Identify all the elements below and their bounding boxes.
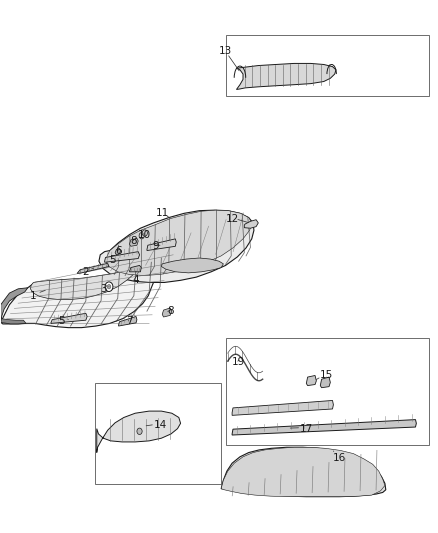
Polygon shape — [130, 265, 141, 272]
Text: 14: 14 — [153, 420, 167, 430]
Bar — [95, 383, 221, 484]
Text: 5: 5 — [109, 255, 115, 264]
Polygon shape — [99, 210, 254, 282]
Polygon shape — [162, 308, 172, 317]
Polygon shape — [130, 238, 138, 246]
Polygon shape — [221, 447, 386, 497]
Text: 17: 17 — [300, 424, 313, 434]
Polygon shape — [320, 377, 330, 387]
Circle shape — [139, 232, 145, 239]
Polygon shape — [244, 220, 258, 228]
Circle shape — [142, 230, 148, 236]
Text: 9: 9 — [152, 241, 159, 251]
Bar — [226, 338, 428, 445]
Text: 3: 3 — [100, 285, 106, 294]
Polygon shape — [161, 258, 223, 273]
Text: 15: 15 — [319, 370, 332, 381]
Polygon shape — [115, 248, 121, 255]
Text: 4: 4 — [133, 275, 139, 285]
Text: 16: 16 — [332, 453, 346, 463]
Polygon shape — [1, 255, 174, 328]
Text: 13: 13 — [219, 46, 232, 56]
Polygon shape — [106, 210, 252, 276]
Polygon shape — [306, 375, 316, 385]
Polygon shape — [30, 255, 170, 300]
Bar — [226, 35, 428, 96]
Text: 7: 7 — [126, 316, 133, 326]
Text: 8: 8 — [131, 236, 137, 246]
Polygon shape — [105, 252, 140, 262]
Text: 5: 5 — [59, 316, 65, 326]
Circle shape — [137, 428, 142, 434]
Text: 6: 6 — [115, 246, 122, 255]
Text: 12: 12 — [226, 214, 239, 224]
Polygon shape — [232, 400, 333, 415]
Polygon shape — [77, 263, 109, 273]
Polygon shape — [119, 317, 137, 326]
Circle shape — [105, 282, 113, 292]
Polygon shape — [147, 239, 176, 251]
Polygon shape — [221, 447, 385, 497]
Polygon shape — [1, 288, 28, 322]
Text: 1: 1 — [30, 290, 37, 301]
Polygon shape — [97, 411, 180, 453]
Text: 10: 10 — [138, 230, 152, 240]
Text: 19: 19 — [232, 357, 245, 367]
Polygon shape — [51, 313, 87, 324]
Text: 2: 2 — [82, 267, 89, 277]
Circle shape — [107, 285, 111, 289]
Polygon shape — [237, 63, 336, 90]
Polygon shape — [1, 319, 26, 324]
Text: 8: 8 — [168, 306, 174, 316]
Polygon shape — [232, 419, 417, 435]
Text: 11: 11 — [155, 208, 169, 219]
